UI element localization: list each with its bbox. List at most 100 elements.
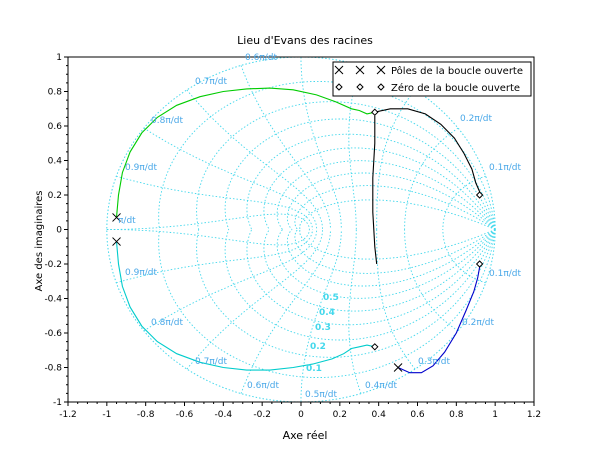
- natural-frequency-curve: [116, 229, 313, 284]
- frequency-label-bottom: 0.8π/dt: [151, 318, 183, 328]
- natural-frequency-curve: [348, 229, 362, 394]
- locus-branch-4: [372, 115, 378, 265]
- x-tick-label: 0.2: [333, 410, 347, 420]
- frequency-label-top: 0.7π/dt: [195, 77, 227, 87]
- y-tick-label: 0.8: [48, 88, 63, 98]
- unit-circle: [106, 56, 496, 403]
- damping-curve: [224, 229, 496, 341]
- pole-marker: [112, 213, 121, 222]
- y-tick-label: 0.4: [48, 157, 63, 167]
- legend-zero-markers: [335, 83, 385, 91]
- damping-curve: [263, 147, 496, 230]
- x-axis-label: Axe réel: [283, 429, 328, 442]
- pole-marker: [112, 237, 121, 246]
- frequency-label-top: 0.6π/dt: [245, 53, 277, 63]
- x-tick-label: -0.6: [176, 410, 194, 420]
- natural-frequency-curve: [106, 229, 310, 246]
- damping-curve: [276, 160, 496, 230]
- y-tick-label: 0.6: [48, 122, 63, 132]
- x-tick-label: 0.4: [372, 410, 387, 420]
- pole-marker: [393, 363, 403, 372]
- frequency-label-bottom: 0.9π/dt: [125, 268, 157, 278]
- frequency-label-bottom: 0.5π/dt: [305, 390, 337, 400]
- frequency-label-top: 0.2π/dt: [460, 114, 492, 124]
- locus-branch-1: [115, 241, 375, 371]
- grid-labels: 0.9π/dt0.8π/dt0.7π/dt0.6π/dt0.2π/dt0.1π/…: [118, 53, 521, 400]
- locus-branches: [115, 87, 481, 374]
- x-tick-label: -1: [102, 410, 111, 420]
- damping-label: 0.2: [310, 342, 326, 352]
- damping-curve: [299, 199, 496, 230]
- natural-frequency-curve: [442, 175, 486, 230]
- zero-marker: [371, 108, 379, 116]
- y-tick-label: -1: [53, 398, 62, 408]
- y-tick-label: 0.2: [48, 191, 62, 201]
- locus-branch-0: [115, 87, 375, 218]
- natural-frequency-curve: [240, 229, 331, 394]
- damping-label: 0.4: [319, 308, 335, 318]
- frequency-label-top: 0.9π/dt: [125, 163, 157, 173]
- natural-frequency-curve: [404, 127, 459, 230]
- y-tick-label: -0.8: [44, 364, 62, 374]
- natural-frequency-curve: [143, 127, 318, 230]
- zero-marker: [475, 260, 484, 268]
- plot-area-frame: [67, 56, 535, 403]
- damping-frequency-grid: [106, 56, 496, 403]
- y-tick-label: -0.6: [44, 329, 62, 339]
- x-tick-label: -1.2: [59, 410, 77, 420]
- x-tick-label: 1.2: [527, 410, 541, 420]
- damping-curve: [286, 172, 496, 230]
- legend-box: [332, 61, 532, 97]
- frequency-label-bottom: 0.2π/dt: [462, 318, 494, 328]
- damping-label: 0.3: [315, 323, 331, 333]
- frequency-label-bottom: 0.3π/dt: [418, 357, 450, 367]
- x-tick-label: 0.8: [449, 410, 464, 420]
- x-tick-label: 1: [492, 410, 498, 420]
- natural-frequency-curve: [240, 65, 331, 230]
- frequency-label-bottom: 0.1π/dt: [489, 269, 521, 279]
- natural-frequency-curve: [376, 89, 416, 230]
- legend-label-poles: Pôles de la boucle ouverte: [391, 65, 523, 77]
- y-axis-label: Axe des imaginaires: [34, 191, 45, 292]
- damping-curve: [286, 229, 496, 287]
- zero-marker: [371, 343, 379, 351]
- damping-curve: [158, 80, 496, 230]
- frequency-label-bottom: 0.6π/dt: [247, 381, 279, 391]
- natural-frequency-curve: [186, 89, 323, 230]
- x-tick-label: -0.4: [215, 410, 233, 420]
- y-tick-label: -0.2: [44, 260, 62, 270]
- legend: Pôles de la boucle ouverte Zéro de la bo…: [332, 61, 532, 97]
- chart-title: Lieu d'Evans des racines: [237, 34, 373, 47]
- y-tick-label: 1: [56, 53, 62, 63]
- damping-curve: [196, 101, 496, 230]
- natural-frequency-curve: [300, 229, 342, 402]
- damping-label: 0.1: [306, 364, 322, 374]
- damping-curve: [158, 229, 496, 379]
- x-tick-label: -0.2: [253, 410, 271, 420]
- damping-curve: [263, 229, 496, 312]
- x-tick-label: -0.8: [137, 410, 155, 420]
- damping-curve: [294, 185, 496, 230]
- natural-frequency-curve: [106, 213, 310, 230]
- locus-branch-3: [397, 264, 481, 374]
- damping-curve: [294, 229, 496, 274]
- frequency-label-bottom: 0.4π/dt: [365, 381, 397, 391]
- frequency-label-left: π/dt: [118, 216, 136, 226]
- damping-curve: [224, 118, 496, 230]
- legend-label-zeros: Zéro de la boucle ouverte: [391, 82, 520, 94]
- y-tick-label: -0.4: [44, 295, 62, 305]
- frequency-label-bottom: 0.7π/dt: [195, 357, 227, 367]
- frequency-label-top: 0.1π/dt: [489, 163, 521, 173]
- damping-curve: [196, 229, 496, 358]
- poles-zeros: [112, 108, 484, 372]
- natural-frequency-curve: [116, 175, 313, 230]
- natural-frequency-curve: [186, 229, 323, 370]
- natural-frequency-curve: [348, 65, 362, 230]
- damping-label: 0.5: [323, 293, 339, 303]
- x-tick-label: 0: [298, 410, 304, 420]
- y-tick-label: 0: [56, 226, 62, 236]
- x-tick-label: 0.6: [410, 410, 425, 420]
- axis-ticks: -1.2 -1 -0.8 -0.6 -0.4 -0.2 0 0.2 0.4 0.6 0.8 1 1.2 1…: [44, 53, 541, 420]
- natural-frequency-curve: [300, 57, 342, 230]
